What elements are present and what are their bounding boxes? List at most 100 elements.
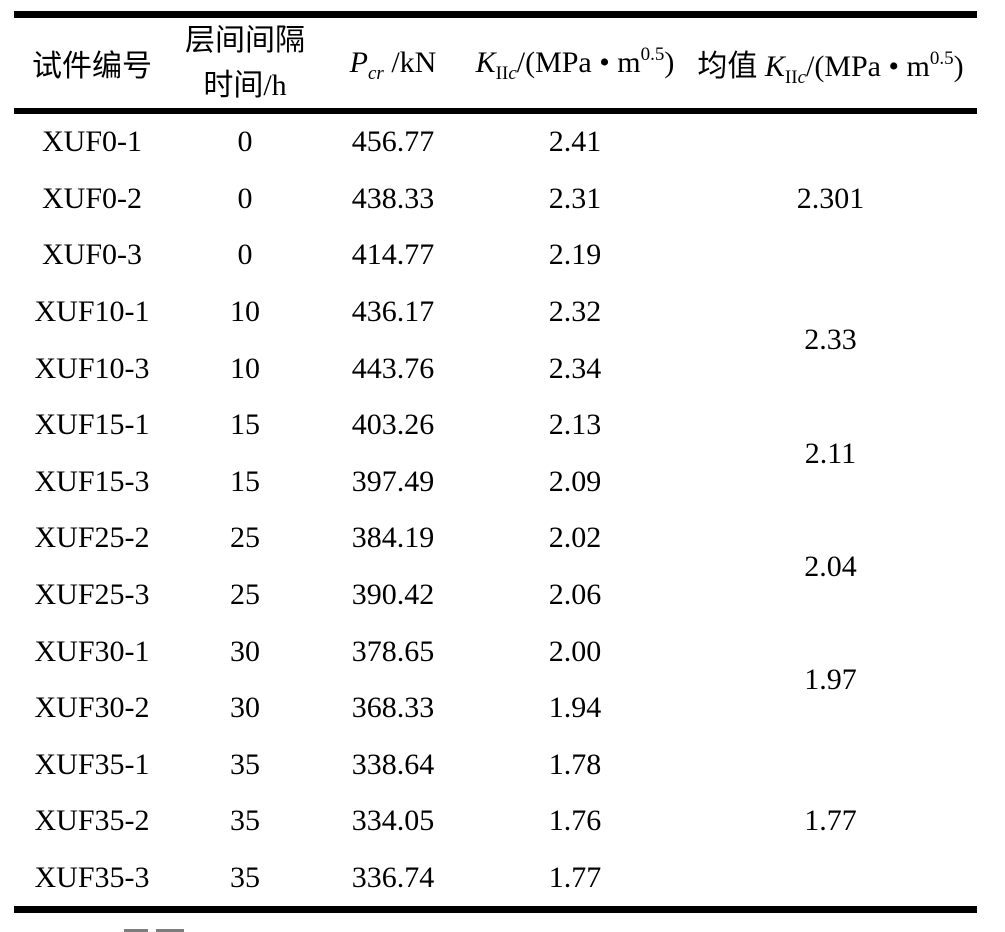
specimen-cell: XUF0-3	[41, 238, 142, 272]
kiic-cell: 2.32	[548, 295, 602, 329]
pcr-symbol: P	[349, 46, 368, 79]
col-header-specimen: 试件编号	[14, 14, 170, 114]
table-body: XUF0-1 0 456.77 2.41 2.301 XUF0-2 0 438.…	[14, 111, 977, 910]
pcr-cell: 334.05	[351, 804, 435, 838]
mean-cell: 1.77	[804, 804, 857, 838]
table-row: XUF0-3 0 414.77 2.19	[14, 227, 977, 284]
mean-kiic-subscript-roman: II	[784, 67, 798, 88]
specimen-cell: XUF25-3	[34, 578, 150, 612]
specimen-cell: XUF30-1	[34, 634, 150, 668]
specimen-cell: XUF25-2	[34, 521, 150, 555]
pcr-cell: 390.42	[351, 578, 435, 612]
interval-header-line1: 层间间隔	[185, 24, 305, 57]
col-header-pcr: Pcr /kN	[320, 14, 466, 114]
mean-cell: 2.04	[804, 549, 857, 583]
table-row: XUF30-1 30 378.65 2.00 1.97	[14, 623, 977, 696]
table-row: XUF25-3 25 390.42 2.06	[14, 567, 977, 624]
kiic-cell: 1.77	[548, 861, 602, 895]
interval-cell: 35	[230, 861, 260, 895]
kiic-unit-close: )	[664, 46, 675, 79]
kiic-cell: 2.06	[548, 578, 602, 612]
table-row: XUF15-1 15 403.26 2.13 2.11	[14, 397, 977, 469]
specimen-cell: XUF0-1	[41, 125, 142, 159]
pcr-subscript: cr	[368, 63, 384, 84]
interval-cell: 30	[230, 691, 260, 725]
interval-cell: 10	[230, 351, 260, 385]
table-row: XUF35-3 35 336.74 1.77	[14, 850, 977, 910]
interval-cell: 0	[237, 238, 253, 272]
col-header-interval: 层间间隔 时间/h	[170, 14, 320, 114]
mean-kiic-unit-open: /(MPa • m	[806, 50, 930, 83]
pcr-unit: /kN	[383, 46, 437, 79]
pcr-cell: 438.33	[351, 181, 435, 215]
mean-kiic-superscript: 0.5	[929, 48, 954, 69]
interval-cell: 15	[230, 464, 260, 498]
kiic-cell: 2.41	[548, 125, 602, 159]
specimen-cell: XUF10-1	[34, 295, 150, 329]
kiic-cell: 2.13	[548, 408, 602, 442]
pcr-cell: 414.77	[351, 238, 435, 272]
interval-cell: 25	[230, 578, 260, 612]
kiic-cell: 2.31	[548, 181, 602, 215]
cropped-text-artifact	[156, 929, 184, 932]
col-header-kiic: KIIc/(MPa • m0.5)	[466, 14, 684, 114]
mean-prefix: 均值	[697, 50, 765, 83]
cropped-text-artifact	[124, 929, 148, 932]
pcr-cell: 397.49	[351, 464, 435, 498]
specimen-cell: XUF0-2	[41, 181, 142, 215]
pcr-cell: 338.64	[351, 747, 435, 781]
pcr-cell: 378.65	[351, 634, 435, 668]
table-header: 试件编号 层间间隔 时间/h Pcr /kN KIIc/(MPa • m0.5)…	[14, 14, 977, 114]
specimen-cell: XUF35-2	[34, 804, 150, 838]
interval-cell: 30	[230, 634, 260, 668]
pcr-cell: 384.19	[351, 521, 435, 555]
kiic-symbol: K	[475, 46, 496, 79]
interval-cell: 0	[237, 181, 253, 215]
pcr-cell: 456.77	[351, 125, 435, 159]
col-header-mean-kiic: 均值 KIIc/(MPa • m0.5)	[684, 14, 977, 114]
kiic-cell: 1.78	[548, 747, 602, 781]
table-row: XUF0-2 0 438.33 2.31	[14, 171, 977, 228]
kiic-cell: 1.76	[548, 804, 602, 838]
table-row: XUF35-1 35 338.64 1.78 1.77	[14, 737, 977, 838]
interval-cell: 35	[230, 804, 260, 838]
mean-kiic-unit-close: )	[953, 50, 964, 83]
interval-cell: 0	[237, 125, 253, 159]
table-row: XUF10-3 10 443.76 2.34	[14, 340, 977, 397]
mean-cell: 2.11	[804, 436, 857, 470]
kiic-cell: 2.19	[548, 238, 602, 272]
mean-cell: 2.33	[804, 323, 857, 357]
pcr-cell: 368.33	[351, 691, 435, 725]
pcr-cell: 336.74	[351, 861, 435, 895]
mean-cell: 1.97	[804, 662, 857, 696]
specimen-cell: XUF35-3	[34, 861, 150, 895]
kiic-cell: 2.34	[548, 351, 602, 385]
specimen-cell: XUF10-3	[34, 351, 150, 385]
specimen-cell: XUF15-3	[34, 464, 150, 498]
kiic-superscript: 0.5	[640, 44, 665, 65]
kiic-subscript-roman: II	[495, 63, 509, 84]
kiic-subscript-italic: c	[508, 63, 517, 84]
kiic-unit-open: /(MPa • m	[516, 46, 641, 79]
interval-cell: 25	[230, 521, 260, 555]
interval-cell: 10	[230, 295, 260, 329]
table-row: XUF30-2 30 368.33 1.94	[14, 680, 977, 737]
kiic-cell: 2.00	[548, 634, 602, 668]
header-row: 试件编号 层间间隔 时间/h Pcr /kN KIIc/(MPa • m0.5)…	[14, 14, 977, 114]
specimen-cell: XUF35-1	[34, 747, 150, 781]
specimen-cell: XUF30-2	[34, 691, 150, 725]
table-row: XUF35-2 35 334.05 1.76	[14, 793, 977, 850]
results-table: 试件编号 层间间隔 时间/h Pcr /kN KIIc/(MPa • m0.5)…	[14, 11, 977, 914]
mean-kiic-subscript-italic: c	[797, 67, 806, 88]
pcr-cell: 436.17	[351, 295, 435, 329]
mean-kiic-symbol: K	[764, 50, 785, 83]
pcr-cell: 403.26	[351, 408, 435, 442]
interval-cell: 15	[230, 408, 260, 442]
kiic-cell: 2.02	[548, 521, 602, 555]
kiic-cell: 2.09	[548, 464, 602, 498]
pcr-cell: 443.76	[351, 351, 435, 385]
mean-cell: 2.301	[796, 181, 865, 215]
table-row: XUF25-2 25 384.19 2.02 2.04	[14, 510, 977, 582]
kiic-cell: 1.94	[548, 691, 602, 725]
